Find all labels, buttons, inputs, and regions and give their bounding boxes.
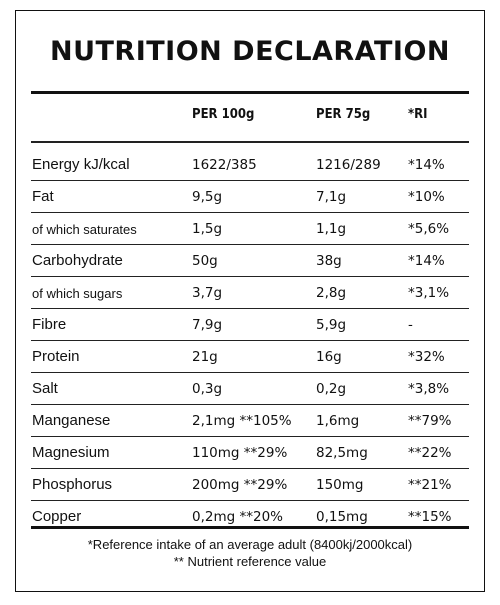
row-divider: [31, 340, 469, 341]
table-row: of which sugars 3,7g 2,8g *3,1%: [16, 277, 484, 309]
value-per-75g: 1,1g: [316, 221, 347, 237]
panel-title: NUTRITION DECLARATION: [49, 36, 451, 67]
value-per-100g: 3,7g: [192, 285, 223, 301]
header-per-75g: PER 75g: [316, 107, 371, 122]
value-ri: *5,6%: [408, 221, 450, 237]
nutrient-label: Carbohydrate: [32, 252, 123, 269]
value-ri: **21%: [408, 477, 452, 493]
row-divider: [31, 180, 469, 181]
nutrient-label: Fibre: [32, 316, 67, 333]
nutrient-label: Magnesium: [32, 444, 110, 461]
value-per-100g: 200mg **29%: [192, 477, 288, 493]
value-ri: **22%: [408, 445, 452, 461]
nutrient-label: Fat: [32, 188, 54, 205]
header-divider: [31, 141, 469, 143]
value-per-100g: 1,5g: [192, 221, 223, 237]
value-per-100g: 7,9g: [192, 317, 223, 333]
value-per-75g: 82,5mg: [316, 445, 368, 461]
value-per-75g: 7,1g: [316, 189, 347, 205]
row-divider: [31, 276, 469, 277]
nutrient-label: of which saturates: [32, 222, 137, 237]
value-per-100g: 110mg **29%: [192, 445, 288, 461]
table-row: of which saturates 1,5g 1,1g *5,6%: [16, 213, 484, 245]
row-divider: [31, 468, 469, 469]
value-per-100g: 21g: [192, 349, 218, 365]
row-divider: [31, 308, 469, 309]
value-ri: **15%: [408, 509, 452, 525]
value-ri: *3,8%: [408, 381, 450, 397]
value-ri: *3,1%: [408, 285, 450, 301]
value-ri: *14%: [408, 157, 445, 173]
table-row: Fibre 7,9g 5,9g -: [16, 309, 484, 341]
nutrient-label: Manganese: [32, 412, 111, 429]
nutrient-label: Protein: [32, 348, 80, 365]
value-ri: -: [408, 317, 413, 333]
value-per-100g: 2,1mg **105%: [192, 413, 292, 429]
table-row: Protein 21g 16g *32%: [16, 341, 484, 373]
table-row: Carbohydrate 50g 38g *14%: [16, 245, 484, 277]
value-per-100g: 1622/385: [192, 157, 257, 173]
table-row: Copper 0,2mg **20% 0,15mg **15%: [16, 501, 484, 533]
footer-divider: [31, 526, 469, 529]
value-per-75g: 150mg: [316, 477, 364, 493]
nutrition-panel: NUTRITION DECLARATION PER 100g PER 75g *…: [15, 10, 485, 592]
ri-footnote: *Reference intake of an average adult (8…: [87, 537, 413, 552]
value-per-75g: 0,15mg: [316, 509, 368, 525]
value-per-75g: 0,2g: [316, 381, 347, 397]
value-per-75g: 38g: [316, 253, 342, 269]
table-row: Manganese 2,1mg **105% 1,6mg **79%: [16, 405, 484, 437]
nrv-footnote: ** Nutrient reference value: [173, 554, 327, 569]
value-ri: *10%: [408, 189, 445, 205]
table-row: Energy kJ/kcal 1622/385 1216/289 *14%: [16, 149, 484, 181]
nutrient-label: of which sugars: [32, 286, 123, 301]
row-divider: [31, 212, 469, 213]
nutrient-label: Energy kJ/kcal: [32, 156, 130, 173]
row-divider: [31, 436, 469, 437]
value-ri: *32%: [408, 349, 445, 365]
table-row: Salt 0,3g 0,2g *3,8%: [16, 373, 484, 405]
value-ri: **79%: [408, 413, 452, 429]
value-per-100g: 0,2mg **20%: [192, 509, 283, 525]
value-per-100g: 9,5g: [192, 189, 223, 205]
value-per-100g: 50g: [192, 253, 218, 269]
table-row: Magnesium 110mg **29% 82,5mg **22%: [16, 437, 484, 469]
row-divider: [31, 500, 469, 501]
header-ri: *RI: [408, 107, 428, 122]
value-per-75g: 2,8g: [316, 285, 347, 301]
value-ri: *14%: [408, 253, 445, 269]
nutrient-label: Phosphorus: [32, 476, 113, 493]
value-per-75g: 1,6mg: [316, 413, 360, 429]
value-per-75g: 5,9g: [316, 317, 347, 333]
table-row: Phosphorus 200mg **29% 150mg **21%: [16, 469, 484, 501]
table-row: Fat 9,5g 7,1g *10%: [16, 181, 484, 213]
row-divider: [31, 404, 469, 405]
title-divider: [31, 91, 469, 94]
header-per-100g: PER 100g: [192, 107, 255, 122]
value-per-75g: 16g: [316, 349, 342, 365]
row-divider: [31, 244, 469, 245]
value-per-100g: 0,3g: [192, 381, 223, 397]
nutrient-label: Copper: [32, 508, 82, 525]
nutrient-label: Salt: [32, 380, 58, 397]
row-divider: [31, 372, 469, 373]
value-per-75g: 1216/289: [316, 157, 381, 173]
